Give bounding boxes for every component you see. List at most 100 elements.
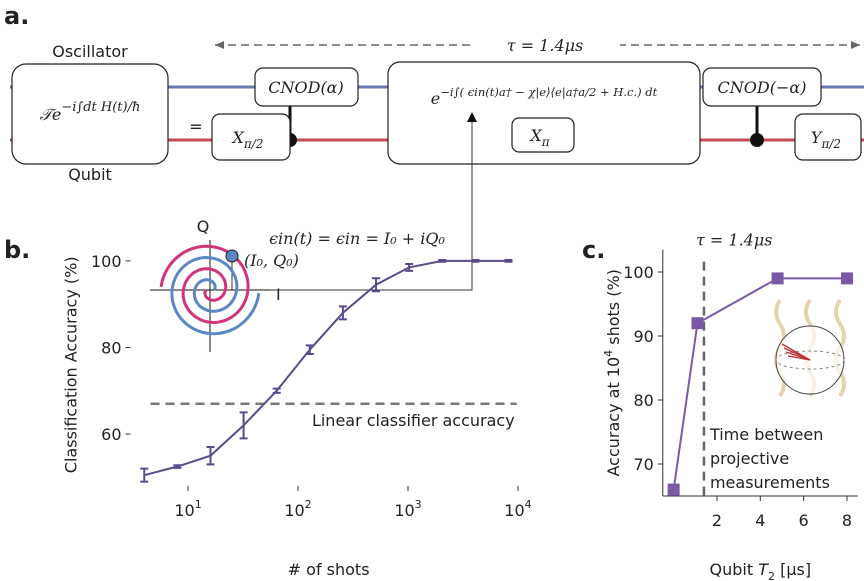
gate [702, 67, 822, 107]
point [840, 272, 853, 285]
reference-label: Linear classifier accuracy [312, 411, 515, 430]
control-dot [750, 133, 764, 147]
tick-exponent: 2 [305, 498, 312, 511]
x-tick-label: 6 [799, 511, 809, 530]
error-bar [372, 277, 381, 293]
error-bar [173, 464, 182, 469]
error-bar [338, 305, 347, 321]
error-bar [471, 259, 480, 263]
x-tick-label: 101 [174, 498, 201, 520]
error-bar [504, 259, 513, 263]
reference-label: τ = 1.4μs [696, 231, 772, 250]
y-tick-label: 80 [101, 338, 121, 357]
math-base: Y [811, 128, 823, 147]
series-line [672, 277, 847, 490]
label-part: [μs] [775, 560, 811, 579]
panel-label: c. [582, 236, 605, 264]
error-bar [206, 446, 215, 466]
bloch-equator [775, 350, 845, 370]
label-bg [470, 34, 620, 56]
x-tick-label: 102 [284, 498, 311, 520]
y-tick-label: 100 [91, 252, 122, 271]
duration-label: τ = 1.4μs [507, 36, 583, 55]
evolution-box [11, 63, 169, 165]
error-bar [405, 262, 414, 272]
math-base: X [528, 126, 542, 145]
drive-box [387, 61, 701, 165]
point [771, 272, 784, 285]
inset-label: (I₀, Q₀) [244, 251, 299, 270]
x-axis-label: Qubit T2 [μs] [710, 560, 812, 581]
error-bar [305, 344, 314, 355]
error-bar [438, 259, 447, 263]
math-sub: π [541, 135, 551, 149]
gate [794, 113, 862, 161]
x-tick-label: 8 [842, 511, 852, 530]
gate-label: CNOD(−α) [718, 78, 807, 97]
gate-label: Yπ/2 [811, 128, 841, 151]
math-sub: π/2 [243, 137, 264, 151]
y-axis-label: Accuracy at 104 shots (%) [602, 269, 623, 476]
point [667, 483, 680, 496]
label-part: Qubit [710, 560, 759, 579]
reference-note: projective [710, 449, 789, 468]
x-tick-label: 104 [504, 498, 531, 520]
y-tick-label: 90 [633, 327, 653, 346]
tick-exponent: 1 [195, 498, 202, 511]
error-bar [140, 467, 149, 483]
math-sup: −i∫dt H(t)/ħ [61, 100, 140, 115]
label-sub: 2 [768, 570, 775, 581]
tick-exponent: 4 [525, 498, 532, 511]
gate [511, 117, 575, 153]
y-axis-label: Classification Accuracy (%) [62, 256, 81, 473]
inset-label: I [276, 285, 281, 304]
error-bar [239, 411, 248, 440]
inset-label: Q [197, 217, 210, 236]
reference-note: measurements [710, 473, 830, 492]
gate-label: CNOD(α) [268, 78, 343, 97]
equation: ϵin(t) = ϵin = I₀ + iQ₀ [269, 229, 445, 248]
drive-text: e−i∫( ϵin(t)a† − χ|e⟩⟨e|a†a/2 + H.c.) dt [431, 85, 658, 108]
series-line [143, 259, 509, 477]
tick-exponent: 3 [415, 498, 422, 511]
x-tick-label: 4 [755, 511, 765, 530]
label-sup: 4 [602, 350, 615, 357]
tick-base: 10 [174, 501, 194, 520]
y-tick-label: 60 [101, 425, 121, 444]
evolution-text: 𝒯e−i∫dt H(t)/ħ [40, 100, 141, 124]
label-italic: T [758, 560, 769, 579]
gate-label: Xπ/2 [231, 128, 264, 151]
point [691, 317, 704, 330]
gate [211, 113, 291, 161]
gate-label: Xπ [528, 126, 550, 149]
x-tick-label: 2 [712, 511, 722, 530]
bloch-vector [787, 355, 811, 361]
y-tick-label: 70 [633, 455, 653, 474]
x-tick-label: 103 [394, 498, 421, 520]
panel-label: a. [4, 2, 29, 30]
gate [254, 67, 359, 107]
panel-label: b. [4, 236, 30, 264]
math-sub: π/2 [820, 137, 841, 151]
reference-note: Time between [709, 425, 823, 444]
x-axis-label: # of shots [288, 560, 370, 579]
tick-base: 10 [284, 501, 304, 520]
wire-label: Oscillator [52, 42, 128, 61]
label-part: Accuracy at 10 [604, 357, 623, 477]
tick-base: 10 [394, 501, 414, 520]
math-base: 𝒯e [40, 105, 62, 124]
y-tick-label: 80 [633, 391, 653, 410]
math-sup: −i∫( ϵin(t)a† − χ|e⟩⟨e|a†a/2 + H.c.) dt [440, 85, 657, 100]
math-base: e [431, 89, 440, 108]
y-tick-label: 100 [623, 263, 654, 282]
inset-point [225, 249, 239, 263]
equals: = [189, 117, 202, 136]
bloch-icon [774, 298, 846, 398]
arrow-head [467, 112, 477, 122]
label-part: shots (%) [604, 269, 623, 350]
tick-base: 10 [504, 501, 524, 520]
error-bar [272, 387, 281, 394]
math-base: X [231, 128, 245, 147]
